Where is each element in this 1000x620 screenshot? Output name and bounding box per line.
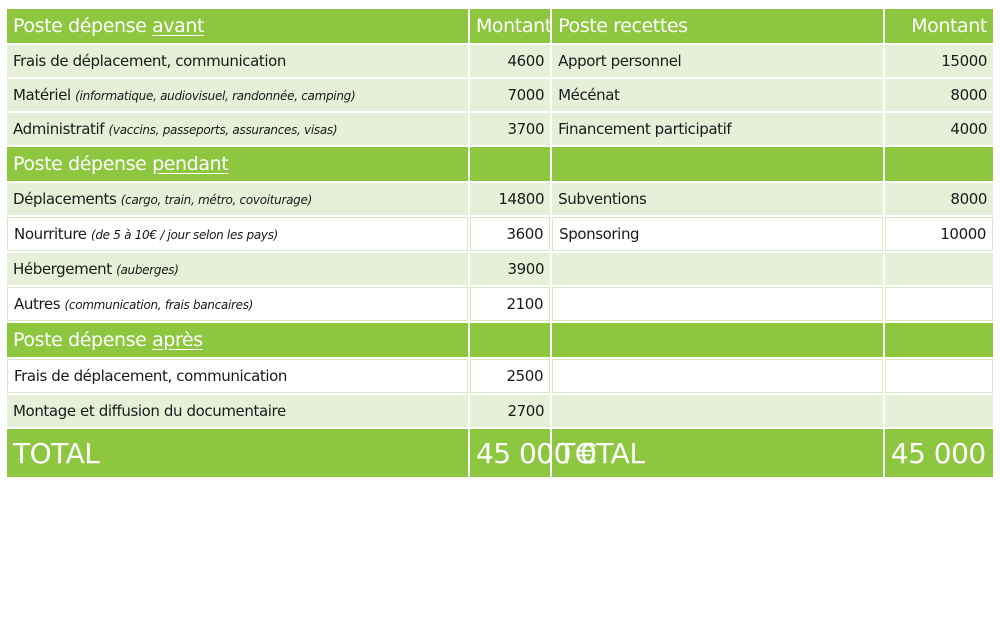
empty-cell [884,359,993,393]
expense-amount: 3600 [469,217,551,251]
income-amount-header: Montant [884,9,993,43]
income-total-label: TOTAL [552,429,883,477]
empty-cell [552,395,883,427]
expense-label: Autres (communication, frais bancaires) [7,287,468,321]
budget-grid: Poste dépense avant Montant Poste recett… [5,7,995,479]
expense-hint: (communication, frais bancaires) [64,298,254,312]
expense-label: Nourriture (de 5 à 10€ / jour selon les … [7,217,468,251]
table-row: Matériel (informatique, audiovisuel, ran… [7,79,993,111]
empty-cell [552,359,883,393]
expense-label: Frais de déplacement, communication [7,45,468,77]
expense-label: Hébergement (auberges) [7,253,468,285]
empty-cell [552,287,883,321]
expense-amount: 3900 [469,253,551,285]
table-row: Frais de déplacement, communication 2500 [7,359,993,393]
expense-label: Administratif (vaccins, passeports, assu… [7,113,468,145]
income-amount: 10000 [884,217,993,251]
income-amount: 4000 [884,113,993,145]
expense-hint: (cargo, train, métro, covoiturage) [120,193,313,207]
total-row: TOTAL 45 000 € TOTAL 45 000 € [7,429,993,477]
empty-cell [884,253,993,285]
expense-label: Déplacements (cargo, train, métro, covoi… [7,183,468,215]
table-row: Autres (communication, frais bancaires) … [7,287,993,321]
empty-cell [884,147,993,181]
header-row-before: Poste dépense avant Montant Poste recett… [7,9,993,43]
empty-cell [884,287,993,321]
expense-amount: 7000 [469,79,551,111]
expense-label: Matériel (informatique, audiovisuel, ran… [7,79,468,111]
expense-hint: (vaccins, passeports, assurances, visas) [108,123,338,137]
empty-cell [884,323,993,357]
table-row: Déplacements (cargo, train, métro, covoi… [7,183,993,215]
income-label: Apport personnel [552,45,883,77]
header-row-after: Poste dépense après [7,323,993,357]
table-row: Nourriture (de 5 à 10€ / jour selon les … [7,217,993,251]
header-row-during: Poste dépense pendant [7,147,993,181]
expense-amount: 2700 [469,395,551,427]
income-label: Sponsoring [552,217,883,251]
empty-cell [552,147,883,181]
empty-cell [552,253,883,285]
expense-amount: 2100 [469,287,551,321]
table-row: Administratif (vaccins, passeports, assu… [7,113,993,145]
table-row: Frais de déplacement, communication 4600… [7,45,993,77]
expense-header-before: Poste dépense avant [7,9,468,43]
expense-total-amount: 45 000 € [469,429,597,477]
empty-cell [552,323,883,357]
expense-total-label: TOTAL [7,429,468,477]
expense-label: Frais de déplacement, communication [7,359,468,393]
budget-table: Poste dépense avant Montant Poste recett… [5,7,995,479]
income-amount: 8000 [884,183,993,215]
expense-amount: 2500 [469,359,551,393]
income-amount: 8000 [884,79,993,111]
empty-cell [469,147,551,181]
expense-header-during: Poste dépense pendant [7,147,468,181]
expense-hint: (auberges) [116,263,179,277]
expense-amount: 4600 [469,45,551,77]
expense-hint: (de 5 à 10€ / jour selon les pays) [90,228,279,242]
income-label: Subventions [552,183,883,215]
expense-amount: 14800 [469,183,551,215]
expense-label: Montage et diffusion du documentaire [7,395,468,427]
expense-amount-header: Montant [469,9,551,43]
empty-cell [469,323,551,357]
income-label: Mécénat [552,79,883,111]
expense-amount: 3700 [469,113,551,145]
income-amount: 15000 [884,45,993,77]
income-header: Poste recettes [552,9,883,43]
income-total-amount: 45 000 € [884,429,993,477]
expense-hint: (informatique, audiovisuel, randonnée, c… [75,89,356,103]
expense-header-after: Poste dépense après [7,323,468,357]
income-label: Financement participatif [552,113,883,145]
table-row: Hébergement (auberges) 3900 [7,253,993,285]
empty-cell [884,395,993,427]
table-row: Montage et diffusion du documentaire 270… [7,395,993,427]
